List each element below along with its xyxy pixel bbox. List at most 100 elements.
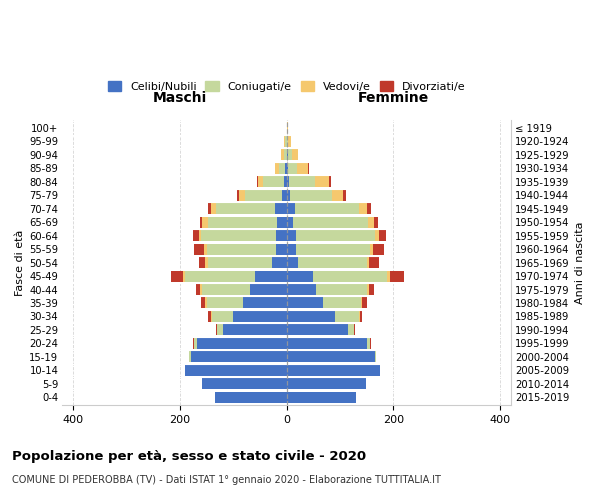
Bar <box>282 190 287 201</box>
Bar <box>284 150 287 160</box>
Bar <box>362 298 367 308</box>
Bar <box>298 257 367 268</box>
Bar <box>287 365 380 376</box>
Bar <box>211 203 216 214</box>
Bar <box>332 190 343 201</box>
Bar <box>361 298 362 308</box>
Bar <box>374 216 379 228</box>
Bar <box>202 216 208 228</box>
Bar <box>284 136 286 147</box>
Bar <box>206 244 276 254</box>
Bar <box>373 244 383 254</box>
Bar <box>375 230 379 241</box>
Bar <box>293 216 368 228</box>
Bar <box>194 338 197 349</box>
Bar <box>196 284 200 295</box>
Bar <box>287 244 296 254</box>
Bar <box>287 230 296 241</box>
Bar <box>287 163 297 174</box>
Bar <box>211 311 212 322</box>
Bar <box>335 311 359 322</box>
Bar <box>202 284 250 295</box>
Text: Maschi: Maschi <box>153 91 207 105</box>
Bar <box>297 163 308 174</box>
Bar <box>369 284 374 295</box>
Bar <box>281 150 284 160</box>
Bar <box>243 298 287 308</box>
Bar <box>367 203 371 214</box>
Bar <box>254 270 287 281</box>
Bar <box>277 216 287 228</box>
Bar <box>279 163 286 174</box>
Bar <box>182 270 185 281</box>
Bar <box>287 176 289 188</box>
Bar <box>217 324 223 336</box>
Bar <box>205 298 206 308</box>
Bar <box>287 352 374 362</box>
Bar <box>197 338 287 349</box>
Bar <box>185 365 287 376</box>
Bar <box>287 203 295 214</box>
Bar <box>296 230 375 241</box>
Bar <box>313 270 387 281</box>
Bar <box>275 203 287 214</box>
Bar <box>287 298 323 308</box>
Bar <box>206 298 243 308</box>
Bar <box>185 270 254 281</box>
Bar <box>238 190 239 201</box>
Bar <box>216 203 275 214</box>
Bar <box>201 230 276 241</box>
Bar <box>202 378 287 390</box>
Bar <box>368 216 374 228</box>
Bar <box>208 216 277 228</box>
Bar <box>276 244 287 254</box>
Y-axis label: Anni di nascita: Anni di nascita <box>575 222 585 304</box>
Bar <box>190 352 191 362</box>
Bar <box>287 284 316 295</box>
Bar <box>359 311 362 322</box>
Bar <box>286 136 287 147</box>
Bar <box>287 136 288 147</box>
Y-axis label: Fasce di età: Fasce di età <box>15 230 25 296</box>
Bar <box>245 190 282 201</box>
Bar <box>387 270 389 281</box>
Bar <box>263 176 284 188</box>
Bar <box>374 352 376 362</box>
Bar <box>257 176 258 188</box>
Bar <box>286 163 287 174</box>
Bar <box>233 311 287 322</box>
Bar <box>193 230 199 241</box>
Bar <box>287 190 290 201</box>
Bar <box>284 176 287 188</box>
Bar <box>205 257 208 268</box>
Bar <box>171 270 182 281</box>
Bar <box>275 163 279 174</box>
Bar <box>287 150 292 160</box>
Bar <box>367 284 369 295</box>
Bar <box>370 244 373 254</box>
Bar <box>343 190 346 201</box>
Bar <box>295 203 359 214</box>
Bar <box>287 338 367 349</box>
Bar <box>329 176 331 188</box>
Bar <box>204 244 206 254</box>
Bar <box>208 203 211 214</box>
Bar <box>316 176 329 188</box>
Bar <box>287 270 313 281</box>
Bar <box>208 311 211 322</box>
Bar <box>296 244 370 254</box>
Bar <box>287 216 293 228</box>
Bar <box>200 216 202 228</box>
Bar <box>369 257 379 268</box>
Bar <box>287 392 356 402</box>
Bar <box>216 324 217 336</box>
Text: COMUNE DI PEDEROBBA (TV) - Dati ISTAT 1° gennaio 2020 - Elaborazione TUTTITALIA.: COMUNE DI PEDEROBBA (TV) - Dati ISTAT 1°… <box>12 475 441 485</box>
Bar <box>359 203 367 214</box>
Bar <box>258 176 263 188</box>
Bar <box>290 190 332 201</box>
Bar <box>239 190 245 201</box>
Bar <box>200 284 202 295</box>
Bar <box>367 338 370 349</box>
Bar <box>223 324 287 336</box>
Bar <box>199 230 201 241</box>
